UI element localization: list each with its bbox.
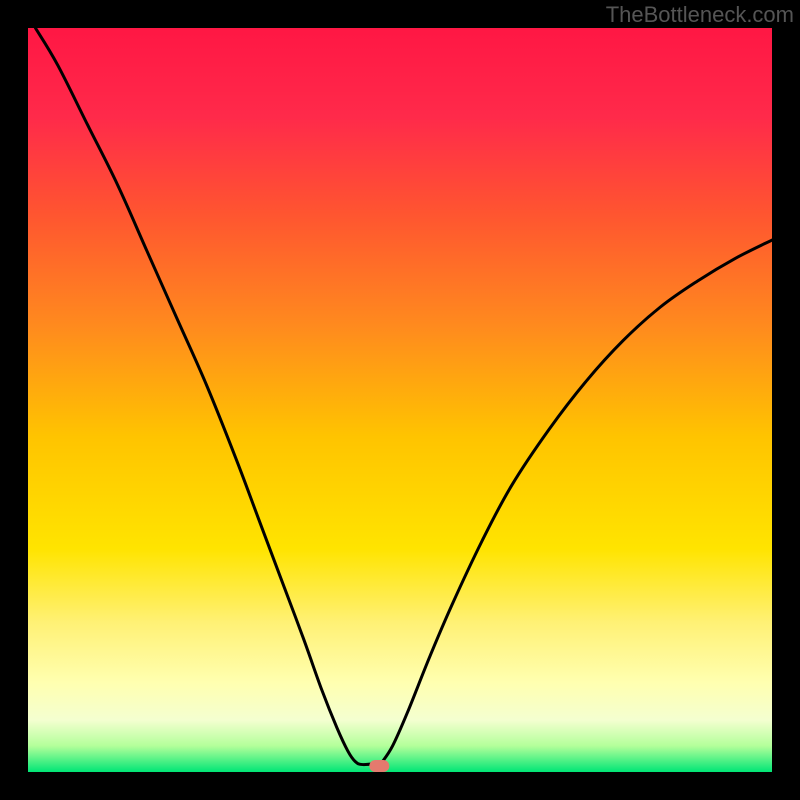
watermark-text: TheBottleneck.com: [606, 2, 794, 28]
bottleneck-curve: [28, 28, 772, 772]
plot-area: [28, 28, 772, 772]
optimum-marker: [369, 760, 388, 772]
chart-frame: TheBottleneck.com: [0, 0, 800, 800]
